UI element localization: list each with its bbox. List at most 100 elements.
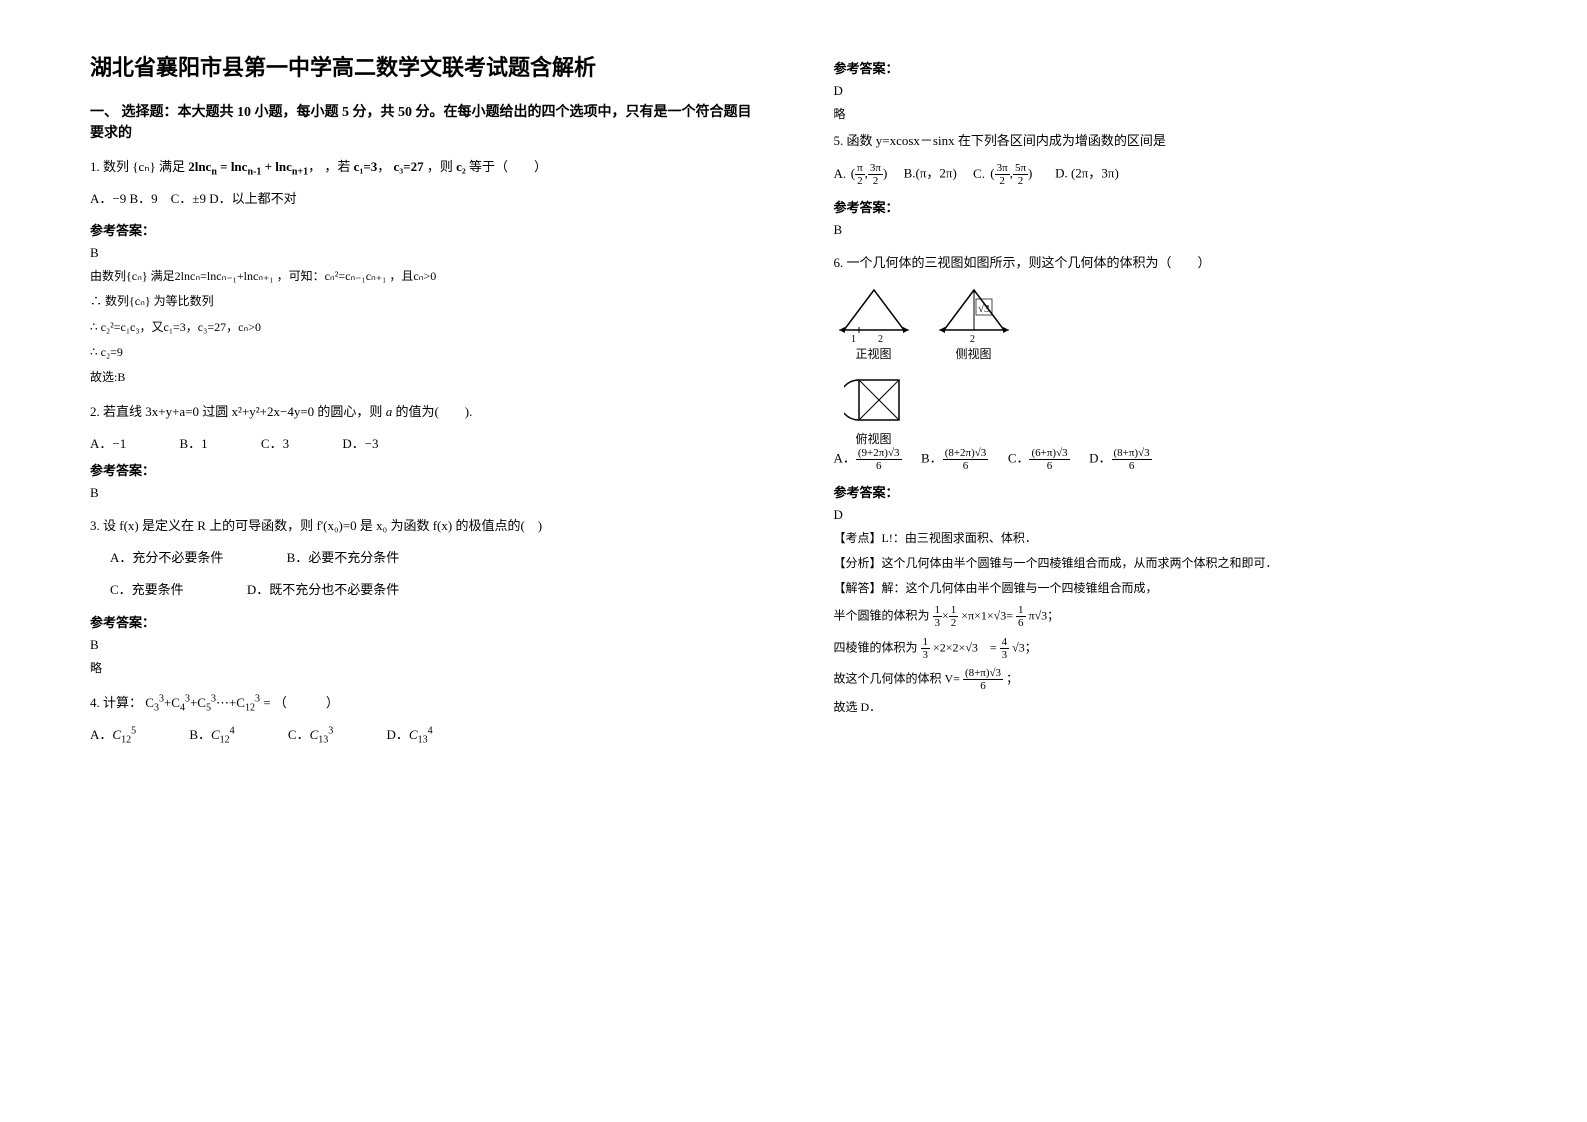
front-view-label: 正视图 (834, 345, 914, 362)
top-view: 俯视图 (844, 370, 1498, 447)
q2-oA: A．−1 (90, 433, 126, 452)
q3-oD: D．既不充分也不必要条件 (247, 582, 399, 597)
q6-s4: 故选 D． (834, 698, 1498, 717)
q6-oD: D． (1089, 450, 1111, 465)
q6-s1c: π√3； (1029, 609, 1060, 623)
q6-s2b: ×2×2×√3 = (933, 640, 997, 654)
q1-s1c: ，可知： (277, 269, 325, 283)
q3-fx: f(x) (119, 518, 139, 533)
front-view-svg: 1 2 (834, 285, 914, 345)
section-heading: 一、 选择题：本大题共 10 小题，每小题 5 分，共 50 分。在每小题给出的… (90, 102, 754, 144)
q2-d: 的值为( ). (395, 404, 472, 419)
q4-oD: D．C134 (387, 724, 433, 743)
q1-s3: ∴ c₂²=c₁c₃，又c₁=3，c₃=27，cₙ>0 (90, 318, 754, 337)
top-view-svg (844, 370, 914, 430)
q2-circle: x²+y²+2x−4y=0 (232, 404, 315, 419)
q4-stem: 4. 计算： (90, 695, 142, 710)
q1-rel: 2lncn = lncn-1 + lncn+1 (188, 159, 308, 174)
question-5: 5. 函数 y=xcosx－sinx 在下列各区间内成为增函数的区间是 A. (… (834, 130, 1498, 238)
q1-tail: ，则 (427, 159, 453, 174)
q4-note: 略 (834, 105, 1498, 124)
q6-s3b: ； (1006, 671, 1018, 685)
q4-ans: D (834, 83, 1498, 99)
q1-s2b: 为等比数列 (154, 294, 214, 308)
q5-oD: D. (2π，3π) (1055, 166, 1119, 181)
q2-b: 过圆 (202, 404, 228, 419)
q3-fx2: f(x) (433, 518, 453, 533)
q6-diagrams-row1: 1 2 正视图 √3 2 侧视图 (834, 285, 1498, 362)
q5-oC-lead: C. (973, 163, 987, 185)
q1-ans: B (90, 245, 754, 261)
q3-x0: x₀ (376, 518, 387, 533)
q1-stem-b: 满足 (159, 159, 185, 174)
q4-oC: C．C133 (288, 724, 333, 743)
page-title: 湖北省襄阳市县第一中学高二数学文联考试题含解析 (90, 50, 754, 82)
q6-stem: 6. 一个几何体的三视图如图所示，则这个几何体的体积为（ ） (834, 252, 1498, 274)
question-2: 2. 若直线 3x+y+a=0 过圆 x²+y²+2x−4y=0 的圆心，则 a… (90, 401, 754, 501)
q1-s4: ∴ c₂=9 (90, 343, 754, 362)
q6-k1: 【考点】L!：由三视图求面积、体积． (834, 529, 1498, 548)
q2-oB: B．1 (179, 433, 207, 452)
q5-ans: B (834, 222, 1498, 238)
q3-oC: C．充要条件 (110, 582, 184, 597)
q1-s5: 故选:B (90, 368, 754, 387)
q6-s1a: 半个圆锥的体积为 (834, 609, 930, 623)
q5-oA-lead: A. (834, 163, 848, 185)
q3-d: 为函数 (390, 518, 429, 533)
question-1: 1. 数列 {cₙ} 满足 2lncn = lncn-1 + lncn+1， ，… (90, 156, 754, 387)
question-4: 4. 计算： C33+C43+C53⋯+C123 = （ ） A．C125 B．… (90, 692, 754, 743)
q1-s1b: 满足 (151, 269, 175, 283)
q3-a: 3. 设 (90, 518, 116, 533)
q2-a: 2. 若直线 (90, 404, 142, 419)
q6-oC: C． (1008, 450, 1030, 465)
side-view-svg: √3 2 (934, 285, 1014, 345)
q1-seq: {cₙ} (132, 159, 155, 174)
q3-c: 是 (360, 518, 373, 533)
q5-ans-label: 参考答案： (834, 197, 1498, 216)
q2-oD: D．−3 (342, 433, 378, 452)
q3-e: 的极值点的( ) (455, 518, 542, 533)
q4-oA: A．C125 (90, 724, 136, 743)
q3-ans: B (90, 637, 754, 653)
side-view-label: 侧视图 (934, 345, 1014, 362)
q3-oA: A．充分不必要条件 (110, 550, 223, 565)
q1-options: A．−9 B．9 C．±9 D．以上都不对 (90, 188, 754, 210)
q2-c: 的圆心，则 (317, 404, 382, 419)
q6-options: A．(9+2π)√36 B．(8+2π)√36 C．(6+π)√36 D．(8+… (834, 447, 1498, 472)
q6-s1b: ×π×1×√3= (961, 609, 1013, 623)
q1-s2a: ∴ 数列 (90, 294, 129, 308)
q3-b: 是定义在 R 上的可导函数，则 (142, 518, 313, 533)
q1-s1a: 由数列 (90, 269, 126, 283)
q6-k2: 【分析】这个几何体由半个圆锥与一个四棱锥组合而成，从而求两个体积之和即可． (834, 554, 1498, 573)
question-3: 3. 设 f(x) 是定义在 R 上的可导函数，则 f'(x₀)=0 是 x₀ … (90, 515, 754, 677)
q3-ans-label: 参考答案： (90, 612, 754, 631)
q4-oB: B．C124 (189, 724, 234, 743)
q2-line: 3x+y+a=0 (145, 404, 199, 419)
q2-oC: C．3 (261, 433, 289, 452)
q6-s3a: 故这个几何体的体积 V= (834, 671, 960, 685)
right-column: 参考答案： D 略 5. 函数 y=xcosx－sinx 在下列各区间内成为增函… (834, 50, 1498, 1072)
q6-oA: A． (834, 450, 856, 465)
q6-ans: D (834, 507, 1498, 523)
front-view: 1 2 正视图 (834, 285, 914, 362)
q2-ans: B (90, 485, 754, 501)
q6-s2c: √3； (1012, 640, 1037, 654)
q4-expr: C33+C43+C53⋯+C123 = (145, 695, 274, 710)
q5-stem: 5. 函数 y=xcosx－sinx 在下列各区间内成为增函数的区间是 (834, 130, 1498, 152)
q1-c2: c₂ (456, 159, 466, 174)
q1-stem-a: 1. 数列 (90, 159, 129, 174)
q1-paren: 等于（ ） (469, 159, 547, 174)
q6-oB: B． (921, 450, 943, 465)
q3-oB: B．必要不充分条件 (287, 550, 400, 565)
svg-text:1: 1 (851, 334, 856, 345)
q6-ans-label: 参考答案： (834, 482, 1498, 501)
question-6: 6. 一个几何体的三视图如图所示，则这个几何体的体积为（ ） 1 2 正视图 (834, 252, 1498, 717)
q6-k3: 【解答】解：这个几何体由半个圆锥与一个四棱锥组合而成， (834, 579, 1498, 598)
q3-fx0: f'(x₀)=0 (316, 518, 356, 533)
q6-s2a: 四棱锥的体积为 (834, 640, 918, 654)
q4-ans-label: 参考答案： (834, 58, 1498, 77)
q3-note: 略 (90, 659, 754, 678)
svg-text:2: 2 (970, 334, 975, 345)
q1-c1: c₁=3 (354, 159, 378, 174)
q2-ans-label: 参考答案： (90, 460, 754, 479)
